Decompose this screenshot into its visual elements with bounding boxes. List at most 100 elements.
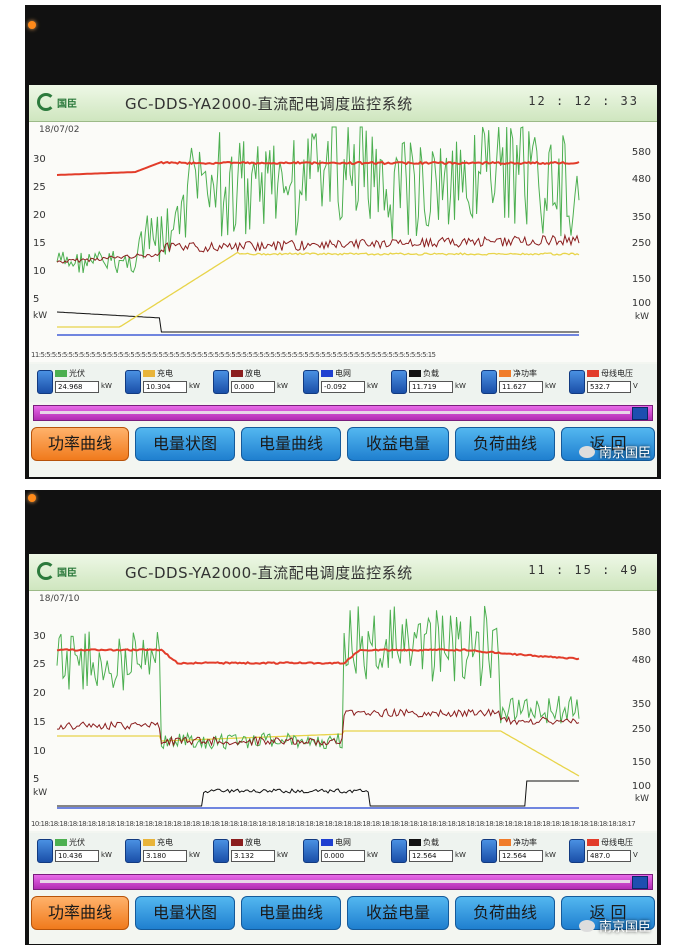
scrollbar-thumb[interactable] <box>632 876 648 889</box>
legend-swatch <box>587 370 599 377</box>
legend-value: 3.180 <box>143 850 187 862</box>
time-scrollbar[interactable] <box>33 405 653 421</box>
legend-value: 11.627 <box>499 381 543 393</box>
legend-swatch <box>409 839 421 846</box>
legend-swatch <box>143 370 155 377</box>
legend-name: 放电 <box>245 838 261 847</box>
battery-icon <box>481 370 497 394</box>
net-power-line <box>57 707 580 747</box>
pv-power-line <box>56 605 580 750</box>
left-tick: 30 <box>33 154 46 165</box>
legend-swatch <box>499 839 511 846</box>
nav-back-button[interactable]: 返 回 <box>561 427 655 461</box>
x-axis-time-labels: 11:5:5:5:5:5:5:5:5:5:5:5:5:5:5:5:5:5:5:5… <box>31 351 436 359</box>
legend-unit: kW <box>189 851 200 859</box>
left-unit-label: kW <box>33 311 48 321</box>
legend-swatch <box>231 839 243 846</box>
legend-item-net: 净功率 12.564 kW <box>481 837 565 869</box>
power-curve-plot <box>56 605 580 809</box>
legend-unit: kW <box>101 382 112 390</box>
bus-voltage-line <box>56 648 580 665</box>
legend-name: 电网 <box>335 838 351 847</box>
power-indicator-icon <box>28 494 36 502</box>
right-tick: 100 <box>631 781 651 792</box>
watermark-text: 南京国臣 <box>598 446 651 461</box>
legend-item-pv: 光伏 10.436 kW <box>37 837 121 869</box>
nav-load-curve-button[interactable]: 负荷曲线 <box>455 896 555 930</box>
x-axis-time-labels: 10:18:18:18:18:18:18:18:18:18:18:18:18:1… <box>31 820 636 828</box>
legend-swatch <box>55 370 67 377</box>
hmi-screen: 国臣 GC-DDS-YA2000-直流配电调度监控系统 12 : 12 : 33… <box>29 85 657 477</box>
nav-revenue-energy-button[interactable]: 收益电量 <box>347 896 449 930</box>
battery-icon <box>213 839 229 863</box>
legend-swatch <box>231 370 243 377</box>
legend-bar: 光伏 24.968 kW 充电 10.304 kW 放电 0.000 kW <box>29 364 657 402</box>
right-tick: 150 <box>631 274 651 285</box>
battery-icon <box>37 370 53 394</box>
hmi-screen: 国臣 GC-DDS-YA2000-直流配电调度监控系统 11 : 15 : 49… <box>29 554 657 944</box>
right-tick: 250 <box>631 724 651 735</box>
nav-energy-curve-button[interactable]: 电量曲线 <box>241 427 341 461</box>
power-chart: 18/07/02 30 25 20 15 10 5 kW 580 480 350… <box>29 122 657 362</box>
legend-value: 24.968 <box>55 381 99 393</box>
load-power-line <box>56 311 579 333</box>
legend-unit: kW <box>277 851 288 859</box>
power-indicator-icon <box>28 21 36 29</box>
nav-energy-bar-button[interactable]: 电量状图 <box>135 427 235 461</box>
right-tick: 250 <box>631 238 651 249</box>
left-tick: 25 <box>33 659 46 670</box>
legend-name: 光伏 <box>69 838 85 847</box>
nav-load-curve-button[interactable]: 负荷曲线 <box>455 427 555 461</box>
left-tick: 20 <box>33 688 46 699</box>
right-tick: 580 <box>631 147 651 158</box>
legend-name: 放电 <box>245 369 261 378</box>
battery-icon <box>481 839 497 863</box>
legend-item-pv: 光伏 24.968 kW <box>37 368 121 400</box>
right-tick: 350 <box>631 212 651 223</box>
header-bar: 国臣 GC-DDS-YA2000-直流配电调度监控系统 12 : 12 : 33 <box>29 85 657 122</box>
legend-unit: kW <box>455 382 466 390</box>
chart-date: 18/07/10 <box>39 594 80 604</box>
right-tick: 100 <box>631 298 651 309</box>
logo-swirl-icon <box>37 93 55 111</box>
left-tick: 10 <box>33 746 46 757</box>
legend-name: 负载 <box>423 838 439 847</box>
legend-unit: kW <box>367 382 378 390</box>
battery-icon <box>37 839 53 863</box>
legend-name: 负载 <box>423 369 439 378</box>
wechat-icon <box>578 446 595 458</box>
legend-swatch <box>55 839 67 846</box>
header-bar: 国臣 GC-DDS-YA2000-直流配电调度监控系统 11 : 15 : 49 <box>29 554 657 591</box>
legend-swatch <box>587 839 599 846</box>
legend-value: 12.564 <box>499 850 543 862</box>
left-tick: 5 <box>33 774 40 785</box>
time-scrollbar[interactable] <box>33 874 653 890</box>
company-logo: 国臣 <box>37 91 87 115</box>
company-logo: 国臣 <box>37 560 87 584</box>
nav-energy-curve-button[interactable]: 电量曲线 <box>241 896 341 930</box>
clock: 11 : 15 : 49 <box>528 563 639 577</box>
legend-value: 12.564 <box>409 850 453 862</box>
scrollbar-thumb[interactable] <box>632 407 648 420</box>
left-unit-label: kW <box>33 788 48 798</box>
app-title: GC-DDS-YA2000-直流配电调度监控系统 <box>125 95 413 113</box>
nav-revenue-energy-button[interactable]: 收益电量 <box>347 427 449 461</box>
load-power-line <box>57 780 579 807</box>
logo-swirl-icon <box>37 562 55 580</box>
legend-unit: V <box>633 851 638 859</box>
nav-power-curve-button[interactable]: 功率曲线 <box>31 427 129 461</box>
nav-power-curve-button[interactable]: 功率曲线 <box>31 896 129 930</box>
right-tick: 350 <box>631 699 651 710</box>
legend-item-discharge: 放电 3.132 kW <box>213 837 297 869</box>
left-tick: 5 <box>33 294 40 305</box>
nav-back-button[interactable]: 返 回 <box>561 896 655 930</box>
legend-name: 光伏 <box>69 369 85 378</box>
legend-unit: kW <box>277 382 288 390</box>
nav-energy-bar-button[interactable]: 电量状图 <box>135 896 235 930</box>
right-unit-label: kW <box>634 312 649 322</box>
legend-unit: kW <box>545 851 556 859</box>
logo-text: 国臣 <box>57 99 77 110</box>
nav-bar: 功率曲线 电量状图 电量曲线 收益电量 负荷曲线 返 回 <box>29 892 657 932</box>
legend-name: 电网 <box>335 369 351 378</box>
power-chart: 18/07/10 30 25 20 15 10 5 kW 580 480 350… <box>29 591 657 831</box>
